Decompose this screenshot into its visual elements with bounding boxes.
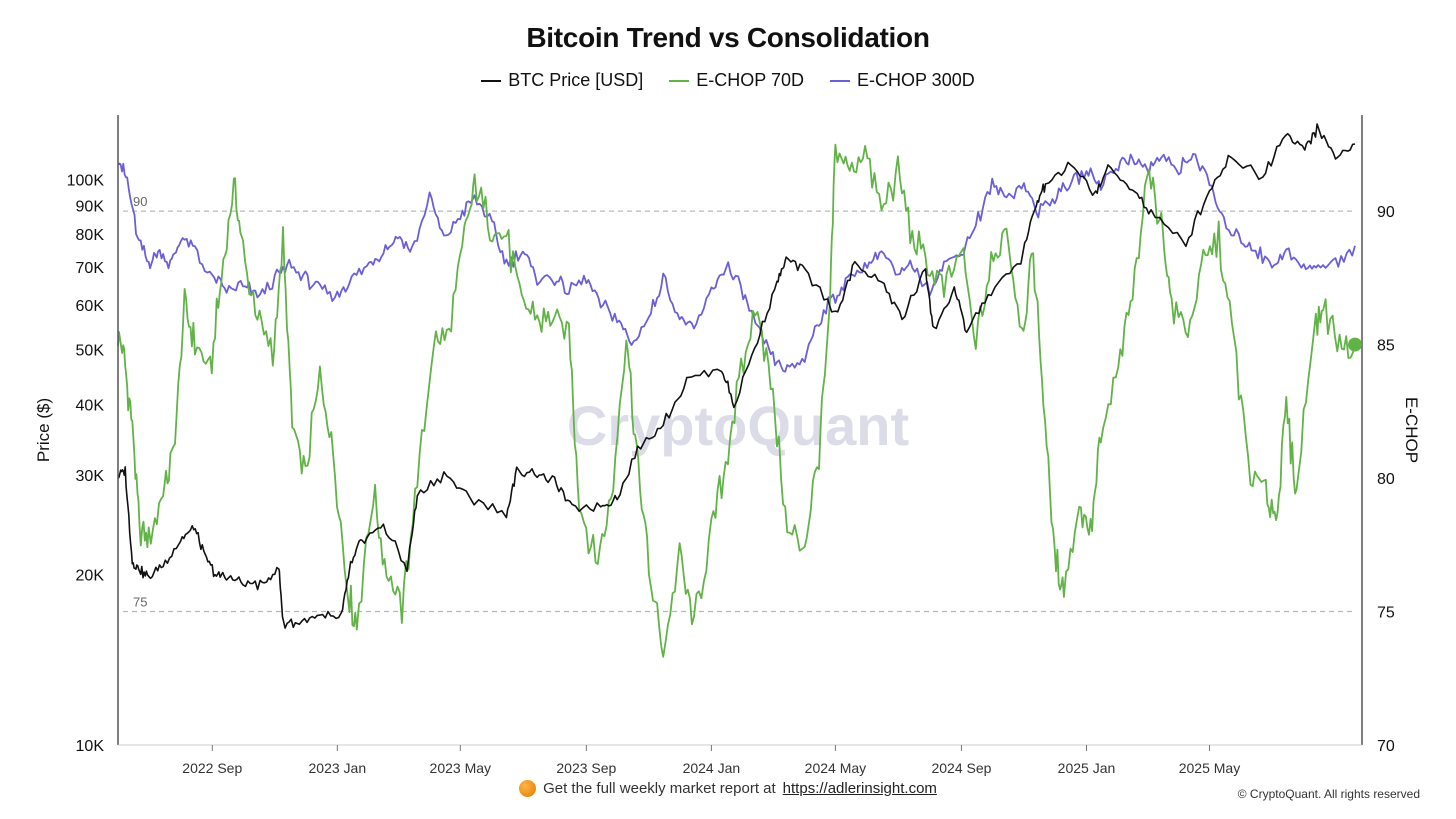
x-tick-label: 2022 Sep bbox=[182, 760, 242, 776]
right-tick-label: 75 bbox=[1377, 605, 1395, 622]
left-tick-label: 20K bbox=[76, 568, 105, 585]
x-tick-label: 2024 Sep bbox=[931, 760, 991, 776]
legend-swatch-btc bbox=[481, 79, 502, 82]
reference-label-90: 90 bbox=[133, 194, 147, 209]
right-tick-label: 90 bbox=[1377, 204, 1395, 221]
legend-swatch-echop-70d bbox=[669, 79, 690, 82]
left-tick-label: 100K bbox=[67, 172, 105, 189]
left-tick-label: 60K bbox=[76, 298, 105, 315]
series-layer bbox=[117, 123, 1356, 658]
reference-label-75: 75 bbox=[133, 595, 147, 610]
left-tick-label: 50K bbox=[76, 343, 105, 360]
right-tick-label: 70 bbox=[1377, 738, 1395, 755]
footer-note: Get the full weekly market report at htt… bbox=[0, 780, 1456, 797]
left-tick-label: 40K bbox=[76, 397, 105, 414]
copyright: © CryptoQuant. All rights reserved bbox=[1237, 787, 1420, 801]
axes bbox=[117, 115, 1363, 746]
left-tick-label: 80K bbox=[76, 227, 105, 244]
footer-link[interactable]: https://adlerinsight.com bbox=[782, 780, 937, 797]
right-axis-ticks: 70 75 80 85 90 bbox=[1377, 204, 1395, 755]
left-tick-label: 70K bbox=[76, 260, 105, 277]
right-axis-title: E-CHOP bbox=[1402, 397, 1421, 463]
left-tick-label: 90K bbox=[76, 198, 105, 215]
legend-label-btc: BTC Price [USD] bbox=[508, 70, 644, 90]
x-tick-label: 2025 Jan bbox=[1058, 760, 1116, 776]
x-tick-label: 2023 May bbox=[430, 760, 491, 776]
left-axis-title: Price ($) bbox=[34, 398, 53, 462]
x-axis-ticks: 2022 Sep 2023 Jan 2023 May 2023 Sep 2024 Jan… bbox=[182, 745, 1240, 776]
x-tick-label: 2024 May bbox=[805, 760, 866, 776]
left-tick-label: 30K bbox=[76, 468, 105, 485]
adler-logo-icon bbox=[519, 780, 537, 797]
right-tick-label: 80 bbox=[1377, 471, 1395, 488]
legend-item-btc[interactable]: BTC Price [USD] bbox=[481, 70, 643, 91]
echop-300d-line bbox=[117, 153, 1356, 373]
legend-item-echop-70d[interactable]: E-CHOP 70D bbox=[669, 70, 804, 91]
x-tick-label: 2025 May bbox=[1179, 760, 1240, 776]
watermark: CryptoQuant bbox=[567, 394, 909, 457]
x-tick-label: 2023 Sep bbox=[556, 760, 616, 776]
chart-title: Bitcoin Trend vs Consolidation bbox=[526, 22, 930, 53]
left-axis-ticks: 10K 20K 30K 40K 50K 60K 70K 80K 90K 100K bbox=[67, 172, 105, 755]
x-tick-label: 2023 Jan bbox=[309, 760, 367, 776]
footer-note-text: Get the full weekly market report at bbox=[543, 780, 776, 797]
legend-swatch-echop-300d bbox=[830, 79, 850, 82]
echop-70d-line bbox=[117, 143, 1356, 658]
legend-label-echop-70d: E-CHOP 70D bbox=[696, 70, 804, 90]
legend-item-echop-300d[interactable]: E-CHOP 300D bbox=[830, 70, 975, 91]
legend: BTC Price [USD] E-CHOP 70D E-CHOP 300D bbox=[0, 70, 1456, 91]
echop-70d-end-marker[interactable] bbox=[1348, 337, 1362, 352]
left-tick-label: 10K bbox=[76, 738, 105, 755]
right-tick-label: 85 bbox=[1377, 338, 1395, 355]
btc-price-line bbox=[117, 123, 1356, 629]
legend-label-echop-300d: E-CHOP 300D bbox=[857, 70, 975, 90]
x-tick-label: 2024 Jan bbox=[683, 760, 741, 776]
